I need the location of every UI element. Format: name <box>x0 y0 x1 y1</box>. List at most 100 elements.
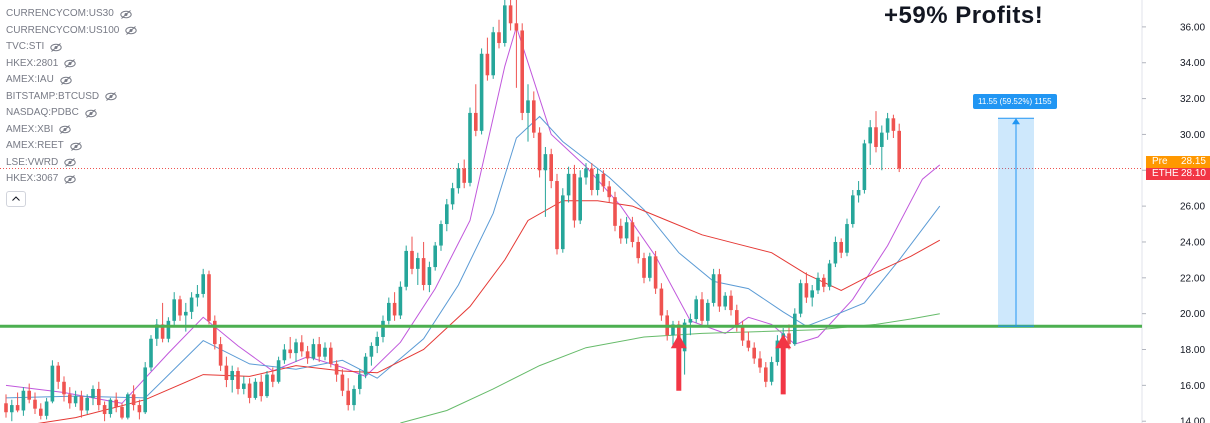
candle <box>149 335 153 372</box>
up-arrow-shape <box>775 334 792 395</box>
candle-body <box>236 371 240 389</box>
ma-long-line <box>400 313 940 423</box>
candle-body <box>845 224 849 253</box>
candle <box>305 345 310 364</box>
y-tick-label: 36.00 <box>1180 22 1205 33</box>
candle-body <box>746 340 751 348</box>
candle-body <box>717 274 722 307</box>
legend-row[interactable]: CURRENCYCOM:US100 <box>6 23 138 40</box>
candle-body <box>688 319 693 323</box>
candle-body <box>195 293 200 298</box>
candle <box>323 342 327 361</box>
candle <box>659 283 664 321</box>
candle <box>601 170 606 192</box>
legend-row[interactable]: AMEX:XBI <box>6 122 137 139</box>
candle-body <box>387 302 391 321</box>
candle <box>102 401 107 422</box>
candle <box>810 284 814 307</box>
candle <box>166 317 171 343</box>
legend-row[interactable]: CURRENCYCOM:US30 <box>6 6 137 23</box>
candle <box>433 241 437 271</box>
candle-body <box>15 405 20 411</box>
candle-body <box>126 394 130 418</box>
candle-body <box>566 173 571 196</box>
candle <box>155 319 159 346</box>
candle-body <box>636 241 640 259</box>
collapse-legend-button[interactable] <box>6 190 26 207</box>
eye-hidden-icon[interactable] <box>50 42 63 52</box>
legend-row[interactable]: HKEX:2801 <box>6 56 137 73</box>
candle-body <box>340 374 345 391</box>
legend-symbol: TVC:STI <box>6 41 45 52</box>
candle-body <box>874 127 878 147</box>
candle <box>178 295 182 321</box>
candle <box>624 216 629 244</box>
legend-row[interactable]: AMEX:REET <box>6 138 137 155</box>
eye-hidden-icon[interactable] <box>60 75 72 85</box>
candle <box>4 394 8 418</box>
candle <box>479 48 484 135</box>
candle-body <box>642 258 646 278</box>
candle-body <box>178 299 182 316</box>
eye-hidden-icon[interactable] <box>125 26 138 36</box>
eye-hidden-icon[interactable] <box>70 141 82 151</box>
eye-hidden-icon[interactable] <box>64 174 76 184</box>
candle <box>189 292 194 320</box>
candle-body <box>706 302 710 321</box>
candle <box>723 292 727 311</box>
candle <box>769 356 774 386</box>
legend-row[interactable]: LSE:VWRD <box>6 155 137 172</box>
legend-row[interactable]: HKEX:3067 <box>6 171 137 188</box>
candle <box>294 338 298 363</box>
candle <box>143 362 147 415</box>
candle-body <box>114 399 118 407</box>
candle <box>439 220 443 251</box>
candle-body <box>897 130 901 169</box>
candle <box>114 392 118 413</box>
eye-hidden-icon[interactable] <box>64 59 76 69</box>
eye-hidden-icon[interactable] <box>105 92 117 102</box>
candle-body <box>50 365 55 402</box>
eye-hidden-icon[interactable] <box>59 125 71 135</box>
candle-body <box>682 322 687 352</box>
eye-hidden-icon[interactable] <box>120 9 132 19</box>
candle <box>10 399 14 422</box>
legend-row[interactable]: TVC:STI <box>6 39 137 56</box>
candle-body <box>300 342 304 352</box>
legend-row[interactable]: AMEX:IAU <box>6 72 137 89</box>
candle <box>265 371 269 398</box>
legend-row[interactable]: NASDAQ:PDBC <box>6 105 137 122</box>
legend-symbol: NASDAQ:PDBC <box>6 107 79 118</box>
eye-hidden-icon[interactable] <box>64 158 76 168</box>
candle-body <box>317 344 321 357</box>
pre-price-tag: Pre 28.15 <box>1146 155 1210 168</box>
candle-body <box>462 168 466 183</box>
candle-body <box>532 100 536 133</box>
candle-body <box>265 374 269 397</box>
candle <box>201 268 205 298</box>
candle-body <box>537 132 542 171</box>
candle-body <box>213 320 217 345</box>
candle-body <box>416 258 420 269</box>
price-range-measure[interactable] <box>998 117 1034 327</box>
eye-hidden-icon[interactable] <box>85 108 97 118</box>
candle-body <box>282 349 287 361</box>
candle-body <box>619 225 623 239</box>
measure-label[interactable]: 11.55 (59.52%) 1155 <box>973 94 1057 110</box>
legend-row[interactable]: BITSTAMP:BTCUSD <box>6 89 137 106</box>
candle-body <box>607 186 611 198</box>
candle <box>160 302 165 343</box>
candle-body <box>479 53 484 131</box>
candle <box>398 281 403 320</box>
candle <box>445 198 449 232</box>
candle <box>97 381 101 411</box>
candle <box>137 399 142 420</box>
candle-body <box>294 342 298 354</box>
candle <box>416 252 420 285</box>
candle-body <box>787 333 791 345</box>
candle <box>856 181 861 203</box>
candle <box>897 123 901 173</box>
candle-body <box>810 290 814 298</box>
